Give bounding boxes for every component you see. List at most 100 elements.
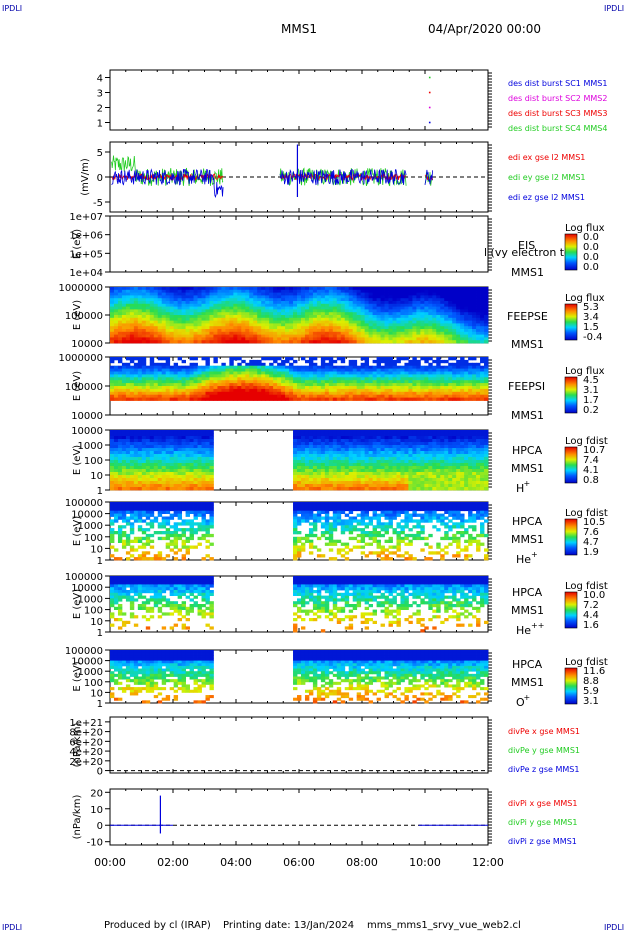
spectrogram-cell	[145, 386, 151, 390]
spectrogram-cell	[388, 357, 393, 361]
spectrogram-cell	[480, 303, 485, 307]
spectrogram-cell	[420, 394, 425, 398]
spectrogram-cell	[328, 394, 334, 398]
spectrogram-cell	[157, 484, 163, 488]
spectrogram-cell	[312, 469, 318, 473]
spectrogram-cell	[189, 365, 194, 369]
spectrogram-cell	[213, 306, 218, 310]
spectrogram-cell	[193, 448, 198, 452]
spectrogram-cell	[424, 303, 429, 307]
spectrogram-cell	[281, 292, 286, 296]
spectrogram-cell	[424, 295, 429, 299]
spectrogram-cell	[384, 315, 389, 319]
spectrogram-cell	[185, 371, 190, 375]
spectrogram-cell	[117, 397, 123, 401]
spectrogram-cell	[368, 312, 374, 316]
spectrogram-cell	[213, 301, 218, 305]
spectrogram-cell	[324, 371, 330, 375]
spectrogram-cell	[300, 306, 306, 310]
spectrogram-cell	[484, 289, 489, 293]
spectrogram-cell	[197, 380, 202, 384]
spectrogram-cell	[205, 454, 210, 458]
spectrogram-cell	[472, 312, 477, 316]
spectrogram-cell	[416, 484, 421, 488]
spectrogram-cell	[340, 433, 346, 437]
spectrogram-cell	[336, 331, 342, 335]
spectrogram-cell	[229, 295, 234, 299]
spectrogram-cell	[121, 329, 127, 333]
spectrogram-cell	[416, 301, 421, 305]
spectrogram-cell	[416, 331, 421, 335]
spectrogram-cell	[117, 331, 123, 335]
spectrogram-cell	[364, 469, 370, 473]
spectrogram-cell	[476, 315, 481, 319]
spectrogram-cell	[416, 312, 421, 316]
spectrogram-cell	[145, 323, 151, 327]
spectrogram-cell	[360, 436, 366, 440]
spectrogram-cell	[408, 445, 413, 449]
spectrogram-cell	[344, 478, 350, 482]
spectrogram-cell	[476, 295, 481, 299]
spectrogram-cell	[456, 388, 461, 393]
spectrogram-cell	[324, 295, 330, 299]
spectrogram-cell	[129, 475, 135, 479]
spectrogram-cell	[169, 454, 175, 458]
spectrogram-cell	[340, 380, 346, 384]
spectrogram-cell	[324, 334, 330, 338]
spectrogram-cell	[157, 475, 163, 479]
spectrogram-cell	[396, 329, 401, 333]
spectrogram-cell	[113, 377, 119, 381]
spectrogram-cell	[352, 478, 358, 482]
spectrogram-cell	[440, 383, 445, 387]
spectrogram-cell	[161, 481, 167, 485]
spectrogram-cell	[480, 359, 485, 364]
spectrogram-cell	[428, 326, 433, 330]
spectrogram-cell	[217, 391, 222, 396]
spectrogram-cell	[181, 463, 186, 467]
spectrogram-cell	[412, 487, 417, 491]
spectrogram-cell	[197, 292, 202, 296]
spectrogram-cell	[149, 357, 155, 361]
spectrogram-cell	[197, 394, 202, 398]
spectrogram-cell	[396, 289, 401, 293]
spectrogram-cell	[392, 371, 397, 375]
spectrogram-cell	[364, 460, 370, 464]
spectrogram-cell	[372, 445, 377, 449]
spectrogram-cell	[348, 454, 354, 458]
spectrogram-cell	[249, 391, 254, 396]
spectrogram-cell	[121, 478, 127, 482]
spectrogram-cell	[468, 362, 473, 367]
spectrogram-cell	[308, 433, 314, 437]
spectrogram-cell	[149, 445, 155, 449]
spectrogram-cell	[380, 460, 385, 464]
spectrogram-cell	[153, 475, 159, 479]
spectrogram-cell	[117, 312, 123, 316]
y-tick-label: 10000	[71, 411, 103, 422]
spectrogram-cell	[145, 391, 151, 396]
spectrogram-cell	[185, 292, 190, 296]
spectrogram-cell	[153, 331, 159, 335]
spectrogram-cell	[480, 357, 485, 361]
spectrogram-cell	[129, 289, 135, 293]
spectrogram-cell	[297, 340, 302, 344]
spectrogram-cell	[197, 472, 202, 476]
spectrogram-cell	[388, 303, 393, 307]
spectrogram-cell	[348, 463, 354, 467]
spectrogram-cell	[110, 439, 115, 443]
spectrogram-cell	[133, 397, 139, 401]
spectrogram-cell	[213, 380, 218, 384]
spectrogram-cell	[145, 457, 151, 461]
spectrogram-cell	[113, 466, 119, 470]
spectrogram-cell	[297, 295, 302, 299]
spectrogram-cell	[209, 298, 214, 302]
spectrogram-cell	[125, 391, 131, 396]
spectrogram-cell	[484, 337, 489, 341]
spectrogram-cell	[400, 365, 405, 369]
spectrogram-cell	[472, 357, 477, 361]
spectrogram-cell	[189, 475, 194, 479]
spectrogram-cell	[141, 329, 147, 333]
spectrogram-cell	[257, 329, 262, 333]
spectrogram-cell	[452, 331, 457, 335]
spectrogram-cell	[336, 448, 342, 452]
spectrogram-cell	[440, 312, 445, 316]
